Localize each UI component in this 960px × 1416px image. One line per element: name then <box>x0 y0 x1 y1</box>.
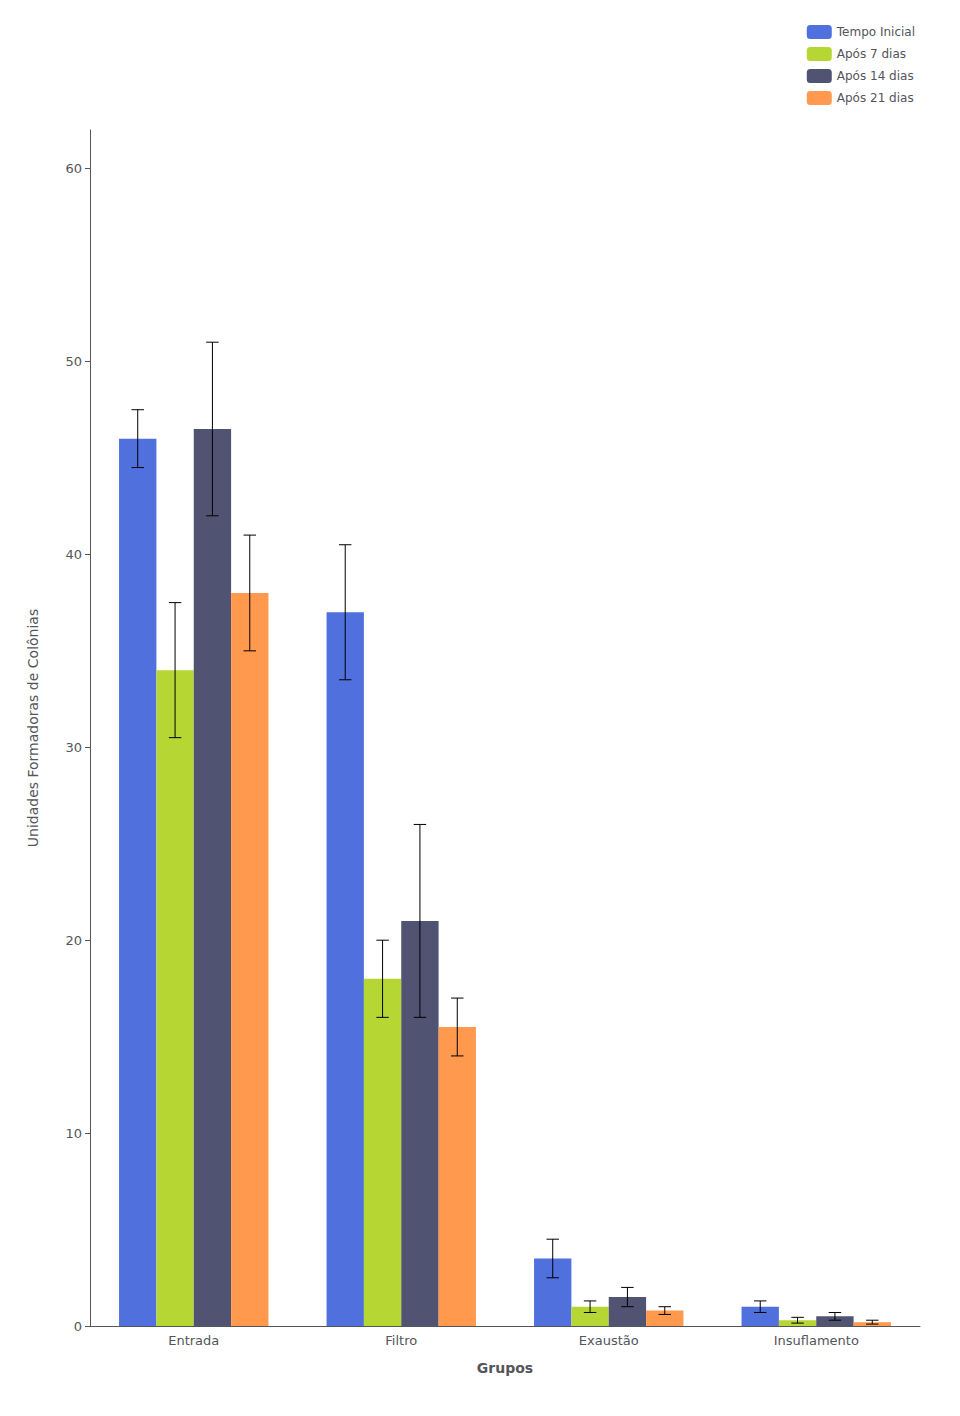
svg-text:Insuflamento: Insuflamento <box>774 1333 859 1348</box>
svg-text:Unidades Formadoras de Colônia: Unidades Formadoras de Colônias <box>25 609 41 847</box>
svg-text:Exaustão: Exaustão <box>579 1333 639 1348</box>
svg-text:Após 14 dias: Após 14 dias <box>837 69 914 83</box>
svg-text:Grupos: Grupos <box>477 1360 533 1376</box>
svg-text:30: 30 <box>65 740 82 755</box>
svg-text:Filtro: Filtro <box>385 1333 417 1348</box>
svg-text:10: 10 <box>65 1126 82 1141</box>
svg-text:40: 40 <box>65 547 82 562</box>
svg-text:Tempo Inicial: Tempo Inicial <box>836 25 915 39</box>
svg-text:60: 60 <box>65 161 82 176</box>
svg-text:50: 50 <box>65 354 82 369</box>
svg-text:Entrada: Entrada <box>168 1333 219 1348</box>
svg-text:20: 20 <box>65 933 82 948</box>
svg-text:Após 21 dias: Após 21 dias <box>837 91 914 105</box>
svg-text:Após 7 dias: Após 7 dias <box>837 47 906 61</box>
svg-text:0: 0 <box>74 1319 82 1334</box>
